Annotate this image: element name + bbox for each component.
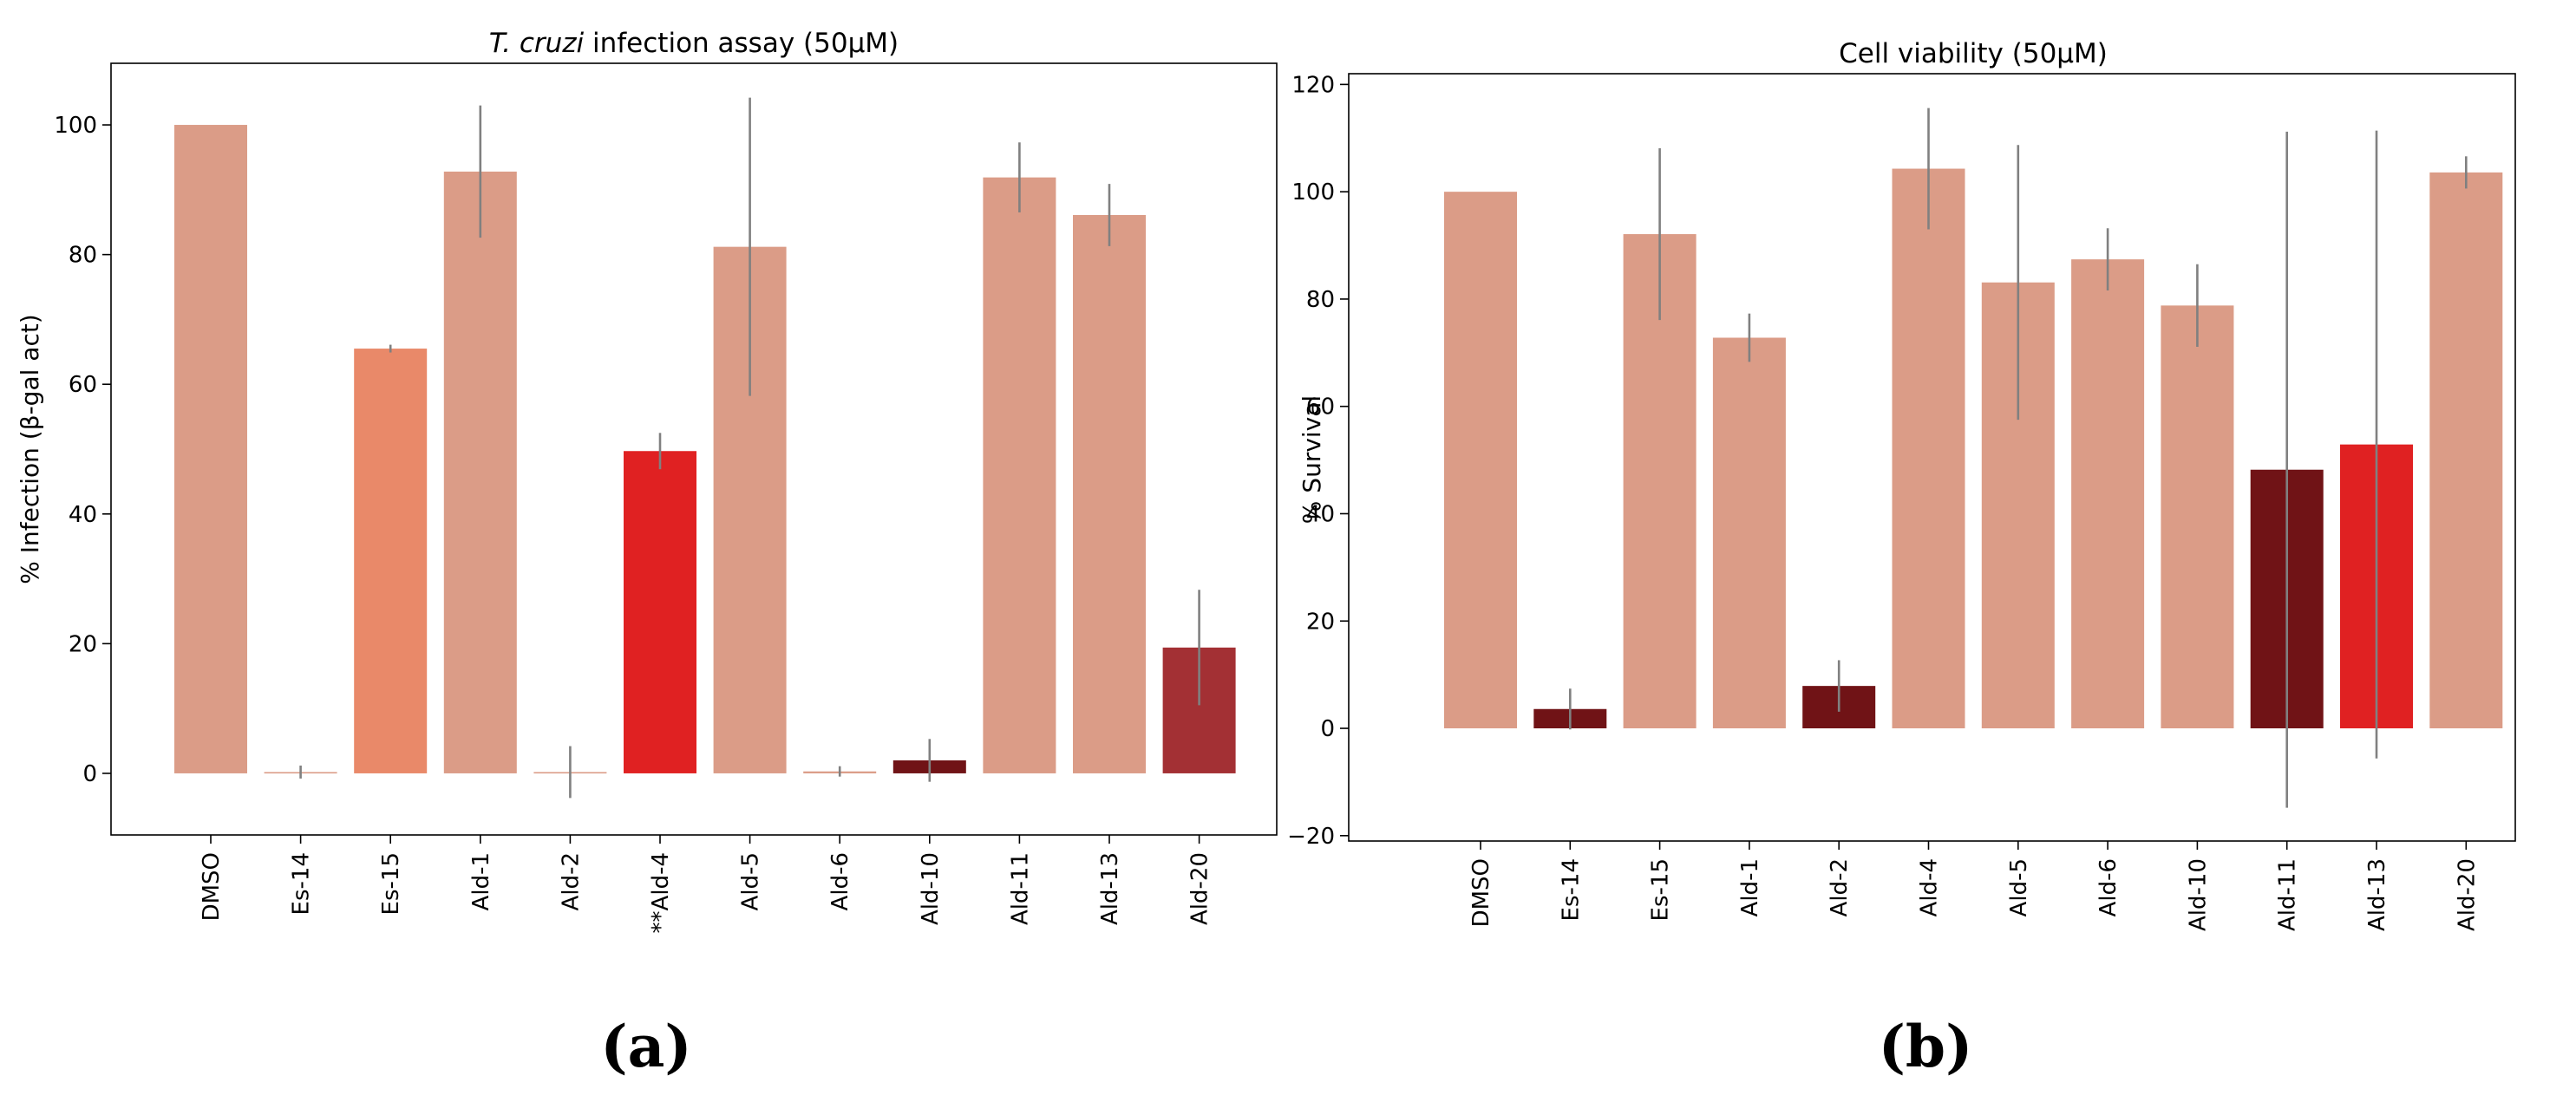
bar: [2161, 305, 2234, 729]
x-tick-label: **Ald-4: [648, 852, 674, 933]
chart-title: Cell viability (50μM): [1839, 38, 2108, 69]
chart-title: T. cruzi infection assay (50μM): [489, 28, 899, 59]
y-axis-label: % Survival: [1298, 395, 1326, 524]
y-tick-label: 60: [1306, 395, 1335, 421]
bar-series: [1444, 168, 2503, 729]
bar: [174, 125, 247, 773]
x-tick-label: Ald-4: [1917, 858, 1943, 916]
x-tick-label: Ald-10: [2185, 858, 2211, 931]
bar: [2429, 172, 2503, 729]
bar: [2071, 259, 2145, 729]
bar: [624, 451, 696, 773]
error-bar-series: [299, 97, 1200, 799]
bar: [443, 171, 517, 773]
panel-label: (b): [1879, 1013, 1973, 1080]
x-tick-label: Es-14: [289, 852, 315, 915]
x-tick-label: Ald-2: [1827, 858, 1853, 916]
x-tick-label: Ald-13: [1097, 852, 1123, 925]
y-axis-label: % Infection (β-gal act): [16, 314, 44, 584]
bar: [354, 349, 428, 773]
x-tick-label: Ald-11: [2275, 858, 2301, 931]
y-tick-label: 0: [1320, 716, 1335, 742]
x-tick-label: DMSO: [199, 852, 225, 921]
y-tick-label: 100: [54, 113, 97, 139]
x-axis-ticks: DMSO Es-14 Es-15 Ald-1 Ald-2 Ald-4 Ald-5 Ald-6 A…: [1468, 841, 2480, 931]
panel-label: (a): [600, 1013, 691, 1080]
bar-series: [174, 125, 1236, 774]
y-tick-label: 40: [1306, 501, 1335, 527]
y-tick-label: 20: [69, 631, 97, 657]
y-tick-label: −20: [1287, 824, 1335, 850]
x-tick-label: Ald-1: [468, 852, 494, 910]
x-tick-label: Ald-11: [1007, 852, 1033, 925]
x-tick-label: Ald-1: [1737, 858, 1763, 916]
x-tick-label: Ald-10: [918, 852, 944, 925]
x-tick-label: Ald-20: [2454, 858, 2480, 931]
y-axis-ticks: 0 20 40 60 80 100: [54, 113, 111, 787]
plot-frame: [110, 62, 1278, 836]
x-tick-label: Ald-6: [2095, 858, 2122, 916]
y-tick-label: 60: [69, 372, 97, 398]
y-tick-label: 20: [1306, 609, 1335, 635]
x-tick-label: Es-15: [378, 852, 404, 915]
plot-frame: [1348, 73, 2516, 842]
y-tick-label: 80: [1306, 287, 1335, 313]
x-tick-label: Ald-13: [2364, 858, 2390, 931]
y-tick-label: 80: [69, 243, 97, 269]
infection-assay-chart: T. cruzi infection assay (50μM) % Infect…: [16, 28, 1278, 1080]
x-tick-label: Ald-5: [2006, 858, 2032, 916]
bar: [1444, 192, 1517, 729]
bar: [1073, 215, 1146, 773]
y-tick-label: 100: [1291, 179, 1335, 205]
x-tick-label: Es-15: [1648, 858, 1674, 921]
y-tick-label: 0: [82, 761, 97, 787]
x-tick-label: Ald-5: [738, 852, 764, 910]
x-tick-label: Es-14: [1558, 858, 1584, 921]
x-axis-ticks: DMSO Es-14 Es-15 Ald-1 Ald-2 **Ald-4 Ald-5 Ald-…: [199, 835, 1213, 933]
y-tick-label: 40: [69, 502, 97, 528]
x-tick-label: DMSO: [1468, 858, 1494, 927]
x-tick-label: Ald-20: [1187, 852, 1213, 925]
error-bar-series: [1569, 108, 2468, 808]
cell-viability-chart: Cell viability (50μM) % Survival −20 0 20 4…: [1287, 38, 2516, 1080]
y-axis-ticks: −20 0 20 40 60 80 100 120: [1287, 72, 1349, 850]
bar: [983, 177, 1056, 773]
y-tick-label: 120: [1291, 72, 1335, 98]
x-tick-label: Ald-6: [827, 852, 853, 910]
bar: [1892, 168, 1965, 729]
bar: [1712, 337, 1786, 729]
x-tick-label: Ald-2: [558, 852, 584, 910]
